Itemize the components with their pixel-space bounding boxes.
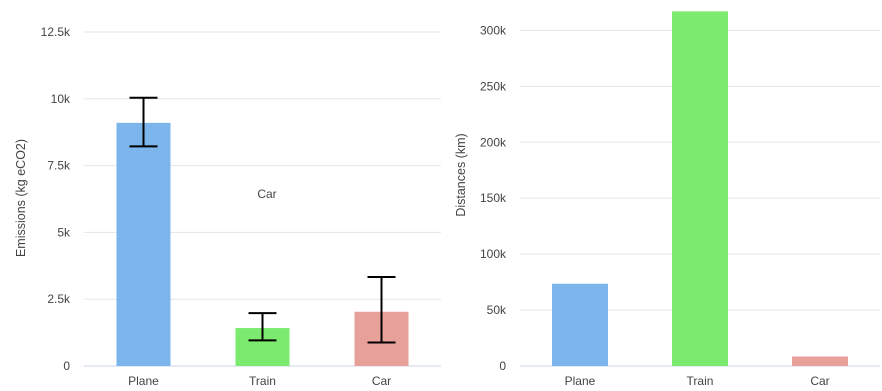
bar-train	[672, 11, 728, 366]
y-tick-label: 150k	[480, 191, 507, 205]
x-tick-label: Plane	[565, 374, 596, 388]
y-tick-label: 300k	[480, 23, 507, 37]
emissions-y-tick-labels: 0 2.5k 5k 7.5k 10k 12.5k	[41, 25, 71, 373]
distances-x-tick-labels: Plane Train Car	[565, 374, 830, 388]
emissions-annotation: Car	[257, 187, 276, 201]
y-tick-label: 100k	[480, 247, 507, 261]
bar-plane	[116, 122, 171, 367]
x-tick-label: Train	[687, 374, 714, 388]
x-tick-label: Plane	[128, 374, 159, 388]
x-tick-label: Car	[372, 374, 391, 388]
emissions-y-axis-title: Emissions (kg eCO2)	[14, 139, 28, 257]
y-tick-label: 10k	[51, 92, 71, 106]
y-tick-label: 0	[499, 359, 506, 373]
x-tick-label: Car	[810, 374, 829, 388]
emissions-error-bars	[129, 96, 396, 344]
y-tick-label: 2.5k	[47, 292, 71, 306]
distances-y-axis-title: Distances (km)	[454, 133, 468, 216]
x-tick-label: Train	[249, 374, 276, 388]
distances-y-tick-labels: 0 50k 100k 150k 200k 250k 300k	[480, 23, 507, 373]
y-tick-label: 7.5k	[47, 159, 71, 173]
y-tick-label: 200k	[480, 135, 507, 149]
y-tick-label: 50k	[487, 303, 507, 317]
y-tick-label: 5k	[57, 225, 71, 239]
emissions-x-tick-labels: Plane Train Car	[128, 374, 391, 388]
bar-car	[792, 356, 848, 366]
bar-plane	[552, 283, 608, 366]
y-tick-label: 12.5k	[41, 25, 71, 39]
distances-bars	[552, 11, 848, 366]
y-tick-label: 0	[63, 359, 70, 373]
y-tick-label: 250k	[480, 79, 507, 93]
